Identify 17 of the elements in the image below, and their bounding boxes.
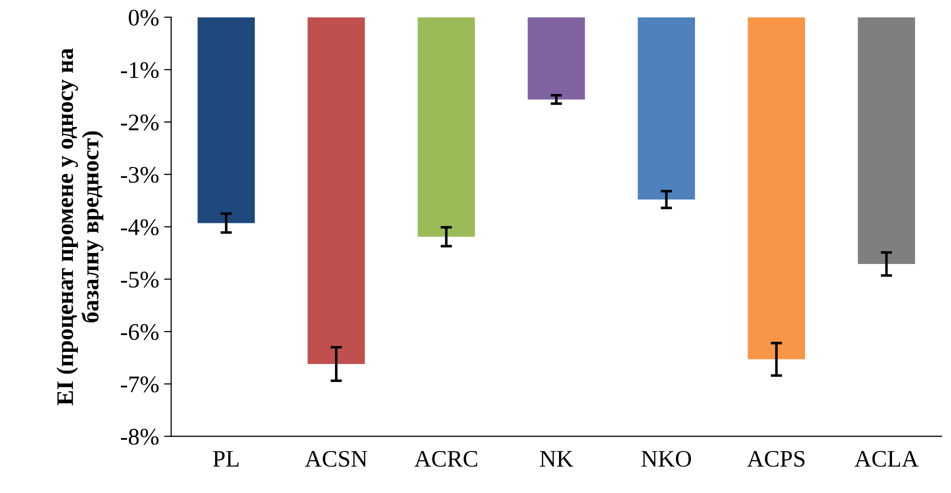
y-tick-label: -7% xyxy=(120,376,159,392)
y-tick-label: -8% xyxy=(120,428,159,445)
x-tick-label: ACLA xyxy=(854,450,918,467)
y-tick-label: -6% xyxy=(120,324,159,340)
x-tick-label: ACPS xyxy=(747,450,804,467)
x-tick-label: ACSN xyxy=(304,450,368,467)
y-tick-label: -4% xyxy=(120,219,159,236)
y-tick-label: -2% xyxy=(120,114,159,131)
x-tick-label: NKO xyxy=(641,450,691,467)
x-tick-label: ACRC xyxy=(414,450,478,467)
x-tick-label: NK xyxy=(540,451,574,467)
y-tick-label: 0% xyxy=(128,10,159,26)
y-axis-title: EI (проценат промене у односу на базалну вредност) xyxy=(56,48,104,406)
y-tick-label: -1% xyxy=(120,62,159,78)
y-tick-label: -3% xyxy=(120,166,159,183)
x-tick-label: PL xyxy=(213,451,239,467)
y-tick-label: -5% xyxy=(120,272,159,288)
